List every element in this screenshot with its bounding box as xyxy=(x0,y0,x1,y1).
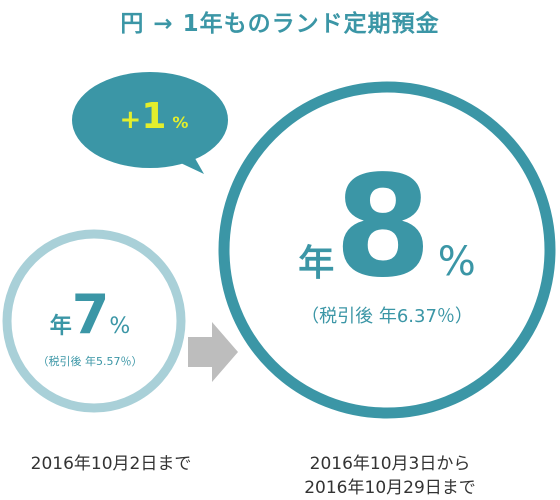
page-title: 円 → 1年ものランド定期預金 xyxy=(120,11,440,37)
bubble-plus: + xyxy=(119,105,142,135)
new-rate-value: 8 xyxy=(334,146,432,309)
new-rate-period-end: 2016年10月29日まで xyxy=(304,478,476,498)
new-rate-prefix: 年 xyxy=(298,243,335,284)
new-rate: 年8% xyxy=(222,158,552,298)
speech-bubble-icon xyxy=(72,72,228,174)
old-rate: 年7% xyxy=(0,288,180,342)
new-rate-period-start: 2016年10月3日から xyxy=(309,454,471,474)
old-rate-circle xyxy=(2,229,186,413)
old-rate-prefix: 年 xyxy=(49,314,72,339)
bubble-unit: % xyxy=(172,113,189,132)
old-rate-value: 7 xyxy=(71,283,110,346)
bubble-increase: +1% xyxy=(110,96,198,137)
bubble-value: 1 xyxy=(141,96,167,137)
old-rate-period: 2016年10月2日まで xyxy=(30,454,192,474)
new-rate-circle xyxy=(218,81,556,419)
old-rate-after-tax: （税引後 年5.57％） xyxy=(37,355,143,368)
new-rate-after-tax: （税引後 年6.37％） xyxy=(301,306,473,327)
right-arrow-icon xyxy=(188,322,238,382)
new-rate-unit: % xyxy=(437,239,476,285)
old-rate-unit: % xyxy=(109,314,131,339)
